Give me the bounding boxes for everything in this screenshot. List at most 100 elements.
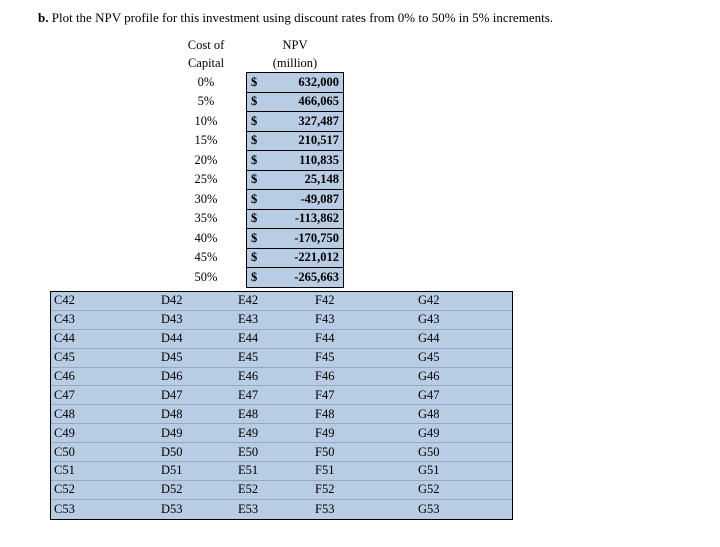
discount-rate-label: 30%: [194, 191, 218, 206]
grid-cell: C46: [54, 369, 75, 383]
grid-row: C42 D42 E42 F42 G42: [51, 292, 512, 311]
grid-cell: C42: [54, 293, 75, 308]
grid-cell: F47: [315, 387, 335, 402]
grid-cell: C53: [54, 501, 75, 516]
npv-value-cell: $ -49,087: [246, 189, 344, 210]
grid-cell: E47: [238, 387, 259, 402]
npv-row: 5% $466,065: [178, 91, 344, 112]
grid-cell: D53: [161, 501, 183, 516]
npv-value: -113,862: [294, 211, 339, 226]
npv-value-cell: $210,517: [246, 130, 344, 151]
npv-row: 30% $ -49,087: [178, 189, 344, 210]
npv-row: 50% $ -265,663: [178, 267, 344, 288]
grid-cell: D43: [161, 312, 183, 327]
grid-cell: C52: [54, 482, 75, 497]
grid-cell: E49: [238, 425, 259, 440]
grid-row: C44 D44 E44 F44 G44: [51, 330, 512, 349]
npv-row: 20% $110,835: [178, 150, 344, 171]
grid-cell: G53: [418, 501, 440, 516]
grid-row: C43 D43 E43 F43 G43: [51, 311, 512, 330]
grid-cell: D45: [161, 350, 183, 365]
grid-cell: G45: [418, 350, 440, 365]
grid-cell: F43: [315, 312, 335, 327]
npv-value: 110,835: [299, 152, 339, 167]
grid-cell: C51: [54, 463, 75, 478]
grid-row: C47 D47 E47 F47 G47: [51, 386, 512, 406]
header-npv: NPV: [282, 37, 308, 52]
header-cost-of-capital-line2: Capital: [187, 55, 225, 70]
npv-table-header-row-1: Cost of NPV: [178, 36, 344, 54]
discount-rate-label: 40%: [194, 230, 218, 245]
currency-symbol: $: [251, 152, 258, 167]
grid-cell: F50: [315, 444, 335, 459]
discount-rate-label: 0%: [197, 74, 215, 89]
grid-row: C53 D53 E53 F53 G53: [51, 500, 512, 519]
grid-cell: E51: [238, 463, 259, 478]
grid-cell: F46: [315, 369, 335, 383]
currency-symbol: $: [251, 269, 258, 284]
grid-cell: F42: [315, 293, 335, 308]
discount-rate-label: 5%: [197, 94, 215, 109]
grid-cell: F49: [315, 425, 335, 440]
currency-symbol: $: [251, 191, 258, 206]
grid-row: C45 D45 E45 F45 G45: [51, 349, 512, 368]
currency-symbol: $: [251, 230, 258, 245]
grid-cell: E52: [238, 482, 259, 497]
npv-table: Cost of NPV Capital (million) 0% $632,00…: [178, 36, 344, 288]
grid-cell: E46: [238, 369, 259, 383]
currency-symbol: $: [251, 74, 258, 89]
grid-cell: G44: [418, 331, 440, 346]
grid-cell: G47: [418, 387, 440, 402]
grid-row: C52 D52 E52 F52 G52: [51, 481, 512, 500]
npv-row: 45% $ -221,012: [178, 247, 344, 268]
grid-cell: C45: [54, 350, 75, 365]
npv-value: -49,087: [300, 191, 339, 206]
grid-cell: G52: [418, 482, 440, 497]
npv-value-cell: $25,148: [246, 169, 344, 190]
header-cost-of-capital-line1: Cost of: [187, 37, 225, 52]
discount-rate-label: 20%: [194, 152, 218, 167]
discount-rate-label: 45%: [194, 250, 218, 265]
npv-row: 40% $ -170,750: [178, 228, 344, 249]
npv-value: -265,663: [294, 269, 339, 284]
grid-cell: E45: [238, 350, 259, 365]
discount-rate-label: 10%: [194, 113, 218, 128]
npv-value: 466,065: [298, 94, 339, 109]
question-title-text: Plot the NPV profile for this investment…: [48, 10, 554, 25]
currency-symbol: $: [251, 172, 258, 187]
grid-cell: G48: [418, 406, 440, 421]
npv-value-cell: $ -113,862: [246, 208, 344, 229]
grid-cell: D42: [161, 293, 183, 308]
currency-symbol: $: [251, 113, 258, 128]
question-title: b. Plot the NPV profile for this investm…: [38, 10, 553, 26]
grid-cell: D52: [161, 482, 183, 497]
npv-value: 327,487: [298, 113, 339, 128]
grid-cell: E44: [238, 331, 259, 346]
npv-value: 632,000: [298, 74, 339, 89]
grid-row: C50 D50 E50 F50 G50: [51, 443, 512, 463]
grid-cell: C50: [54, 444, 75, 459]
npv-row: 10% $327,487: [178, 111, 344, 132]
grid-cell: G49: [418, 425, 440, 440]
npv-value-cell: $632,000: [246, 72, 344, 93]
grid-cell: E43: [238, 312, 259, 327]
grid-cell: D44: [161, 331, 183, 346]
currency-symbol: $: [251, 94, 258, 109]
header-npv-unit: (million): [272, 55, 318, 70]
grid-cell: D49: [161, 425, 183, 440]
npv-value-cell: $110,835: [246, 150, 344, 171]
grid-cell: F45: [315, 350, 335, 365]
grid-cell: F51: [315, 463, 335, 478]
currency-symbol: $: [251, 211, 258, 226]
grid-cell: D50: [161, 444, 183, 459]
grid-cell: C48: [54, 406, 75, 421]
grid-cell: D48: [161, 406, 183, 421]
grid-cell: F44: [315, 331, 335, 346]
npv-row: 35% $ -113,862: [178, 208, 344, 229]
spreadsheet-cell-grid: C42 D42 E42 F42 G42 C43 D43 E43 F43 G43 …: [50, 291, 513, 520]
grid-cell: E50: [238, 444, 259, 459]
grid-cell: C49: [54, 425, 75, 440]
npv-value-cell: $ -170,750: [246, 228, 344, 249]
grid-cell: D46: [161, 369, 183, 383]
grid-cell: C47: [54, 387, 75, 402]
